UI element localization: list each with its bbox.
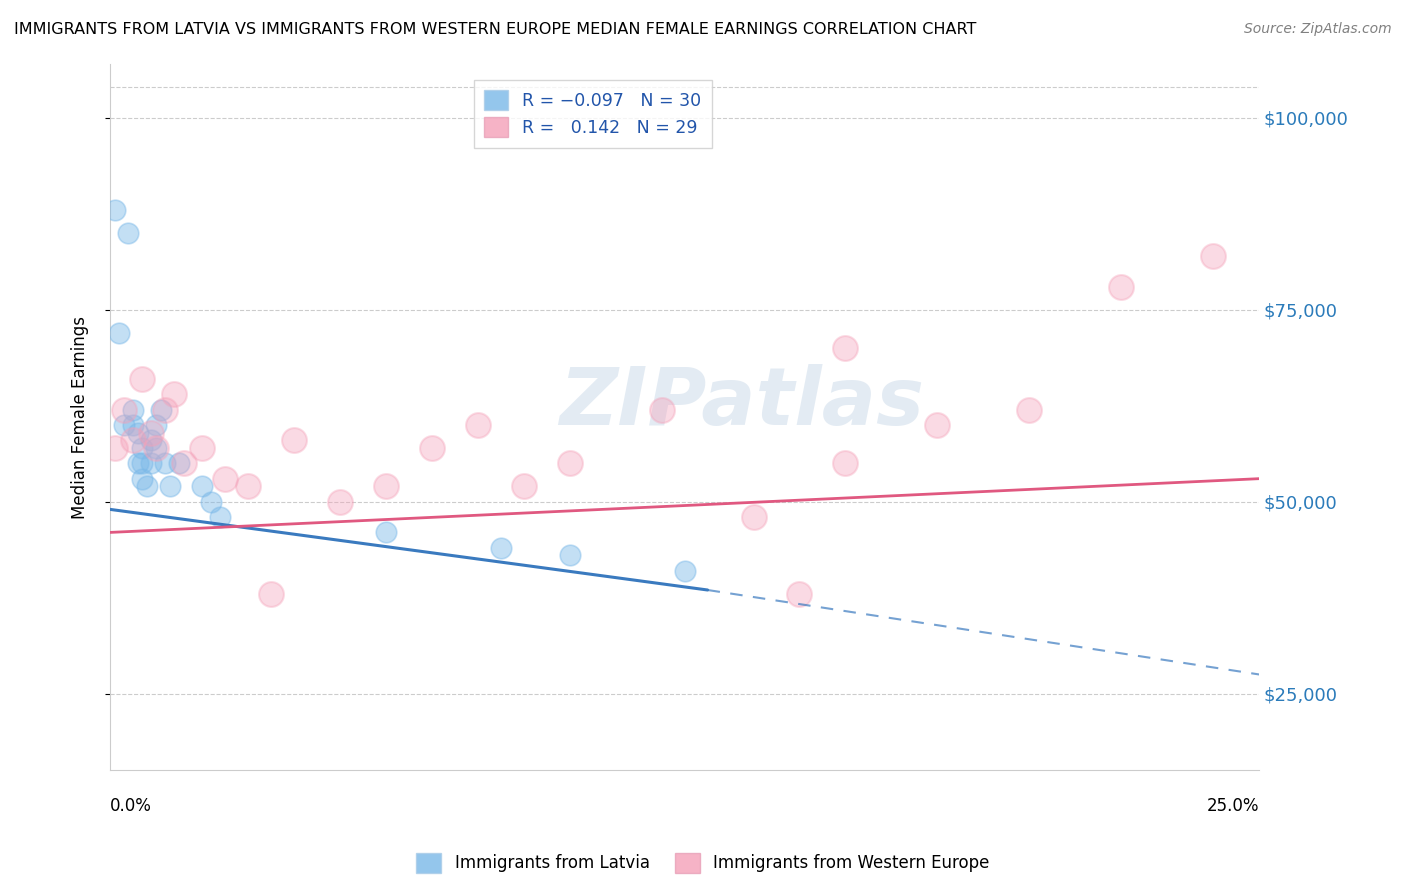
Point	[191, 479, 214, 493]
Point	[558, 456, 581, 470]
Point	[155, 456, 177, 470]
Point	[145, 817, 167, 831]
Point	[1202, 249, 1225, 263]
Legend: R = −0.097   N = 30, R =   0.142   N = 29: R = −0.097 N = 30, R = 0.142 N = 29	[474, 79, 711, 148]
Point	[145, 417, 167, 432]
Point	[112, 402, 135, 417]
Point	[135, 479, 157, 493]
Point	[1109, 279, 1132, 293]
Point	[1018, 402, 1040, 417]
Point	[122, 434, 145, 448]
Point	[173, 456, 195, 470]
Point	[834, 341, 856, 355]
Text: 25.0%: 25.0%	[1206, 797, 1260, 815]
Legend: Immigrants from Latvia, Immigrants from Western Europe: Immigrants from Latvia, Immigrants from …	[409, 847, 997, 880]
Point	[673, 564, 696, 578]
Point	[117, 226, 139, 240]
Point	[374, 525, 396, 540]
Point	[141, 456, 163, 470]
Point	[104, 441, 127, 455]
Point	[141, 425, 163, 440]
Point	[558, 549, 581, 563]
Point	[122, 417, 145, 432]
Point	[834, 456, 856, 470]
Point	[163, 387, 186, 401]
Point	[104, 817, 127, 831]
Point	[131, 472, 153, 486]
Point	[209, 510, 232, 524]
Point	[927, 417, 949, 432]
Point	[651, 402, 673, 417]
Point	[191, 441, 214, 455]
Point	[145, 441, 167, 455]
Point	[512, 479, 534, 493]
Point	[742, 510, 765, 524]
Point	[127, 425, 149, 440]
Text: 0.0%: 0.0%	[110, 797, 152, 815]
Point	[260, 587, 283, 601]
Point	[112, 417, 135, 432]
Point	[145, 441, 167, 455]
Point	[167, 456, 190, 470]
Text: IMMIGRANTS FROM LATVIA VS IMMIGRANTS FROM WESTERN EUROPE MEDIAN FEMALE EARNINGS : IMMIGRANTS FROM LATVIA VS IMMIGRANTS FRO…	[14, 22, 976, 37]
Point	[131, 441, 153, 455]
Y-axis label: Median Female Earnings: Median Female Earnings	[72, 316, 89, 519]
Point	[108, 817, 131, 831]
Point	[329, 494, 352, 508]
Point	[283, 434, 305, 448]
Point	[789, 587, 811, 601]
Text: Source: ZipAtlas.com: Source: ZipAtlas.com	[1244, 22, 1392, 37]
Point	[131, 456, 153, 470]
Point	[159, 479, 181, 493]
Point	[122, 402, 145, 417]
Point	[489, 541, 512, 555]
Point	[200, 494, 222, 508]
Point	[127, 456, 149, 470]
Point	[236, 479, 259, 493]
Point	[141, 434, 163, 448]
Point	[149, 402, 172, 417]
Point	[104, 202, 127, 217]
Point	[420, 441, 443, 455]
Point	[155, 402, 177, 417]
Point	[214, 472, 236, 486]
Text: ZIPatlas: ZIPatlas	[560, 364, 925, 442]
Point	[108, 326, 131, 340]
Point	[131, 372, 153, 386]
Point	[467, 417, 489, 432]
Point	[374, 479, 396, 493]
